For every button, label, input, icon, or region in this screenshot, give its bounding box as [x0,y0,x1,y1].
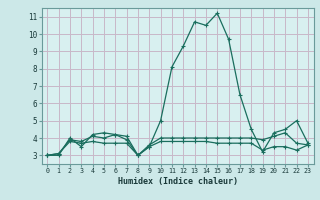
X-axis label: Humidex (Indice chaleur): Humidex (Indice chaleur) [118,177,237,186]
